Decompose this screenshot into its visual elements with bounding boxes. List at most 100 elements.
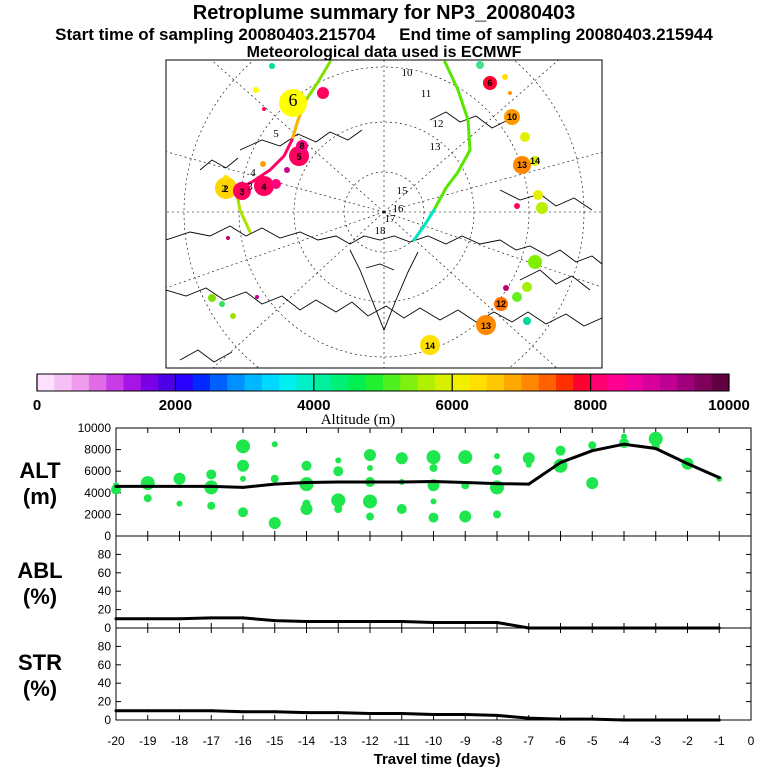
data-point — [686, 462, 689, 466]
data-point — [654, 718, 658, 722]
latitude-longitude-grid — [166, 60, 602, 368]
map-cluster — [260, 161, 266, 167]
data-point — [368, 620, 372, 624]
altitude-cluster — [364, 449, 376, 461]
y-tick-label: 40 — [98, 676, 112, 690]
map-cluster-label: 5 — [296, 152, 301, 162]
map-cluster-label: 3 — [239, 187, 244, 197]
y-tick-label: 60 — [98, 658, 112, 672]
altitude-cluster — [459, 510, 472, 523]
colorbar-swatch — [521, 374, 540, 391]
altitude-cluster — [366, 512, 374, 521]
x-tick-label: -20 — [107, 734, 125, 748]
data-point — [209, 484, 213, 488]
map-day-label: 18 — [375, 225, 387, 237]
map-cluster — [208, 294, 216, 302]
colorbar-title: Altitude (m) — [321, 412, 396, 428]
altitude-cluster — [335, 457, 342, 464]
map-day-label: 5 — [273, 128, 279, 140]
map-cluster — [508, 91, 512, 95]
x-tick-label: -14 — [298, 734, 316, 748]
data-point — [400, 480, 404, 484]
colorbar-swatch — [590, 374, 609, 391]
x-tick-label: -11 — [394, 734, 411, 748]
time-series-panels: 0 2000 4000 6000 8000 10000 ALT(m) 0 20 40 60 80 ABL… — [17, 421, 752, 727]
map-day-label: 2 — [221, 183, 227, 195]
colorbar-swatch — [261, 374, 280, 391]
colorbar-swatch — [642, 374, 661, 391]
map-cluster — [513, 156, 531, 174]
map-day-label: 16 — [393, 203, 405, 215]
map-day-label: 15 — [397, 185, 409, 197]
map-cluster-label: 12 — [496, 299, 506, 309]
x-tick-label: -5 — [587, 734, 598, 748]
map-cluster-label: 2 — [223, 184, 228, 194]
colorbar-swatch — [400, 374, 419, 391]
colorbar-swatch — [37, 374, 55, 391]
x-tick-label: -18 — [171, 734, 189, 748]
altitude-cluster — [396, 504, 407, 514]
altitude-cluster — [271, 441, 278, 448]
altitude-cluster — [236, 439, 250, 454]
y-tick-label: 2000 — [84, 507, 111, 521]
map-cluster — [230, 313, 236, 319]
map-cluster-label: 4 — [261, 182, 266, 192]
map-cluster — [223, 175, 229, 181]
y-tick-label: 8000 — [84, 443, 111, 457]
map-cluster — [254, 176, 274, 196]
altitude-cluster — [331, 493, 346, 508]
data-point — [686, 718, 689, 722]
mean-altitude-line — [116, 442, 720, 489]
data-point — [495, 620, 499, 624]
map-cluster — [503, 285, 509, 291]
x-tick-label: -9 — [460, 734, 471, 748]
map-cluster — [269, 63, 275, 69]
data-point — [432, 620, 435, 624]
x-tick-label: -4 — [619, 734, 630, 748]
data-point — [400, 620, 404, 624]
y-axis-label-unit: (m) — [23, 484, 57, 509]
map-cluster — [522, 282, 532, 292]
x-tick-label: -13 — [330, 734, 348, 748]
map-cluster — [476, 315, 496, 335]
data-point — [146, 484, 150, 488]
map-cluster-label: 14 — [530, 156, 540, 166]
map-cluster — [494, 297, 508, 311]
altitude-cluster — [430, 498, 437, 505]
colorbar-tick-label: 10000 — [708, 397, 750, 414]
colorbar-swatch — [313, 374, 332, 391]
x-tick-label: -8 — [492, 734, 503, 748]
y-tick-label: 40 — [98, 584, 112, 598]
colorbar-swatch — [573, 374, 592, 391]
map-cluster — [520, 132, 530, 142]
chart-title: Retroplume summary for NP3_20080403 — [192, 2, 576, 24]
altitude-cluster — [588, 441, 597, 450]
altitude-cluster — [140, 476, 155, 491]
map-cluster — [476, 61, 484, 69]
x-tick-label: -16 — [234, 734, 252, 748]
map-day-label: 3 — [247, 181, 253, 193]
map-day-label: 17 — [385, 213, 397, 225]
travel-time-axis: Travel time (days) -20 -19 -18 -17 -16 -15 -14… — [107, 734, 754, 768]
y-axis-label: ABL — [17, 558, 62, 583]
map-cluster — [504, 109, 520, 125]
map-day-label: 10 — [402, 67, 414, 79]
data-point — [336, 620, 340, 624]
colorbar-swatch — [694, 374, 713, 391]
colorbar-swatch — [71, 374, 90, 391]
altitude-colorbar: 0 2000 4000 6000 8000 10000 Altitude (m) — [33, 373, 750, 428]
data-point — [432, 712, 435, 716]
map-cluster — [296, 140, 308, 152]
y-axis-label-unit: (%) — [23, 584, 57, 609]
data-point — [495, 713, 499, 717]
x-axis-label: Travel time (days) — [374, 751, 501, 768]
x-tick-label: -1 — [714, 734, 725, 748]
map-cluster — [536, 202, 548, 214]
map-cluster — [483, 76, 497, 90]
colorbar-swatch — [486, 374, 505, 391]
colorbar-swatch — [123, 374, 142, 391]
altitude-cluster — [143, 494, 152, 503]
